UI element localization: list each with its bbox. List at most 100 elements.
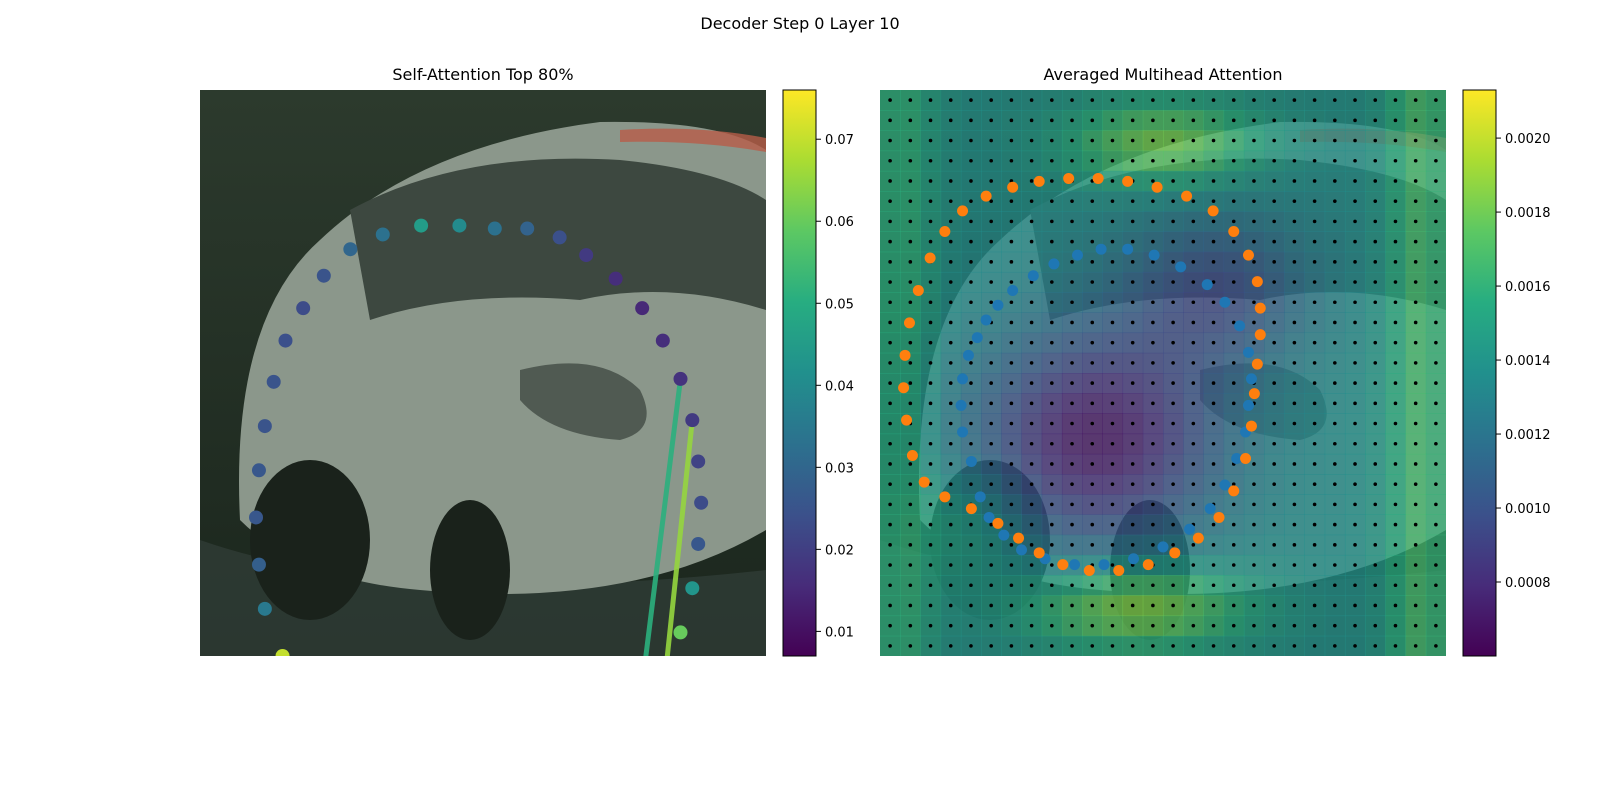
- grid-dot: [1090, 583, 1095, 588]
- attention-point: [343, 242, 358, 257]
- grid-dot: [1231, 260, 1236, 264]
- grid-dot: [1151, 280, 1155, 284]
- blue-contour-point: [965, 455, 977, 467]
- orange-contour-point: [939, 491, 951, 503]
- grid-dot: [1090, 441, 1095, 446]
- blue-contour-point: [1175, 261, 1187, 273]
- grid-dot: [948, 644, 953, 648]
- grid-dot: [1070, 543, 1074, 547]
- grid-dot: [948, 381, 953, 385]
- grid-dot: [1373, 239, 1378, 244]
- grid-dot: [1312, 644, 1317, 648]
- attention-link: [306, 694, 335, 723]
- grid-dot: [948, 401, 953, 406]
- grid-dot: [1029, 401, 1034, 406]
- grid-dot: [1312, 260, 1317, 264]
- grid-dot: [1130, 421, 1135, 426]
- grid-dot: [1434, 482, 1438, 486]
- grid-dot: [1171, 118, 1175, 123]
- grid-dot: [1050, 381, 1054, 385]
- blue-contour-point: [1201, 279, 1213, 291]
- grid-dot: [1231, 320, 1236, 325]
- grid-dot: [1393, 199, 1398, 203]
- grid-dot: [969, 361, 973, 365]
- attention-point: [299, 687, 313, 701]
- grid-dot: [1333, 320, 1337, 325]
- orange-contour-point: [1248, 388, 1260, 400]
- grid-dot: [969, 522, 973, 527]
- orange-contour-point: [980, 190, 992, 202]
- grid-dot: [1252, 482, 1256, 486]
- left-colorbar-tick-label: 0.06: [825, 215, 854, 230]
- right-colorbar-tick-label: 0.0018: [1505, 206, 1551, 221]
- grid-dot: [1292, 603, 1297, 608]
- grid-dot: [1231, 482, 1236, 486]
- attention-point: [482, 770, 496, 784]
- grid-dot: [1333, 482, 1337, 486]
- grid-dot: [1434, 583, 1438, 588]
- grid-dot: [1191, 199, 1196, 203]
- orange-contour-point: [939, 226, 951, 237]
- grid-dot: [1090, 260, 1095, 264]
- left-panel-title: Self-Attention Top 80%: [392, 65, 573, 84]
- grid-dot: [1353, 158, 1357, 163]
- grid-dot: [1373, 361, 1378, 365]
- attention-point: [257, 419, 272, 434]
- grid-dot: [1292, 583, 1297, 588]
- grid-dot: [1171, 260, 1175, 264]
- grid-dot: [1292, 98, 1297, 102]
- grid-dot: [1353, 280, 1357, 284]
- attention-heatmap: [880, 90, 1446, 656]
- grid-dot: [948, 543, 953, 547]
- grid-dot: [1272, 361, 1276, 365]
- grid-dot: [1292, 563, 1297, 567]
- grid-dot: [1211, 340, 1216, 345]
- grid-dot: [1252, 623, 1256, 628]
- grid-dot: [948, 219, 953, 224]
- grid-dot: [908, 98, 913, 102]
- grid-dot: [1353, 179, 1357, 183]
- grid-dot: [1110, 543, 1115, 547]
- grid-dot: [1151, 421, 1155, 426]
- grid-dot: [1171, 138, 1175, 143]
- grid-dot: [989, 158, 993, 163]
- grid-dot: [1151, 623, 1155, 628]
- grid-dot: [989, 138, 993, 143]
- grid-dot: [1353, 583, 1357, 588]
- grid-dot: [1272, 623, 1276, 628]
- grid-dot: [1292, 543, 1297, 547]
- grid-dot: [1070, 482, 1074, 486]
- grid-dot: [1070, 158, 1074, 163]
- grid-dot: [1231, 199, 1236, 203]
- grid-dot: [1231, 563, 1236, 567]
- grid-dot: [1110, 219, 1115, 224]
- grid-dot: [1009, 401, 1014, 406]
- grid-dot: [1252, 138, 1256, 143]
- grid-dot: [1070, 98, 1074, 102]
- grid-dot: [989, 502, 993, 507]
- grid-dot: [1413, 320, 1418, 325]
- orange-contour-point: [1228, 226, 1240, 237]
- grid-dot: [1009, 603, 1014, 608]
- grid-dot: [888, 219, 892, 224]
- grid-dot: [1231, 623, 1236, 628]
- grid-dot: [1312, 441, 1317, 446]
- grid-dot: [1373, 421, 1378, 426]
- grid-dot: [948, 361, 953, 365]
- attention-point: [452, 218, 467, 233]
- grid-dot: [1029, 320, 1034, 325]
- grid-dot: [1029, 118, 1034, 123]
- right-colorbar-tick-label: 0.0012: [1505, 428, 1551, 443]
- grid-dot: [1050, 563, 1054, 567]
- grid-dot: [1373, 320, 1378, 325]
- grid-dot: [948, 260, 953, 264]
- grid-dot: [1171, 522, 1175, 527]
- grid-dot: [1171, 644, 1175, 648]
- grid-dot: [888, 199, 892, 203]
- grid-dot: [1171, 401, 1175, 406]
- orange-contour-point: [1245, 420, 1257, 432]
- grid-dot: [1373, 138, 1378, 143]
- grid-dot: [928, 421, 933, 426]
- grid-dot: [1070, 522, 1074, 527]
- blue-contour-point: [1122, 243, 1134, 255]
